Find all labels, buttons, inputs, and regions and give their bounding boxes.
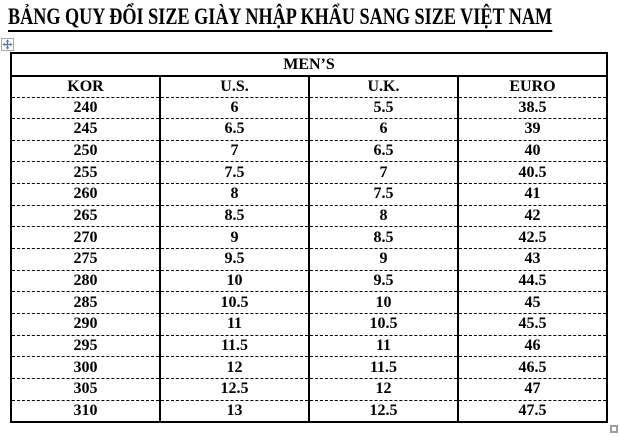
- size-cell: 43: [458, 248, 607, 271]
- size-cell: 42.5: [458, 226, 607, 250]
- size-cell: 12.5: [309, 400, 459, 422]
- size-cell: 7: [309, 161, 459, 185]
- table-row: 280 10 9.5 44.5: [11, 270, 607, 293]
- table-row: 275 9.5 9 43: [11, 248, 607, 271]
- table-row: 270 9 8.5 42.5: [11, 226, 607, 250]
- size-cell: 8: [160, 183, 310, 206]
- group-header-row: MEN’S: [11, 53, 607, 77]
- table-row: 265 8.5 8 42: [11, 205, 607, 228]
- size-cell: 6.5: [160, 118, 310, 141]
- size-cell: 250: [11, 140, 161, 163]
- size-cell: 41: [458, 183, 607, 206]
- size-cell: 275: [11, 248, 161, 271]
- size-cell: 8: [309, 205, 459, 228]
- size-cell: 12: [160, 356, 310, 380]
- size-cell: 305: [11, 378, 161, 401]
- column-header: U.S.: [160, 76, 310, 98]
- size-cell: 280: [11, 270, 161, 293]
- size-cell: 255: [11, 161, 161, 185]
- size-cell: 290: [11, 313, 161, 336]
- size-cell: 285: [11, 291, 161, 315]
- column-header: KOR: [11, 76, 161, 98]
- size-cell: 9: [309, 248, 459, 271]
- size-cell: 39: [458, 118, 607, 141]
- size-cell: 10.5: [160, 291, 310, 315]
- size-cell: 44.5: [458, 270, 607, 293]
- size-cell: 9: [160, 226, 310, 250]
- size-cell: 42: [458, 205, 607, 228]
- table-row: 290 11 10.5 45.5: [11, 313, 607, 336]
- table-row: 250 7 6.5 40: [11, 140, 607, 163]
- size-cell: 9.5: [309, 270, 459, 293]
- table-row: 255 7.5 7 40.5: [11, 161, 607, 185]
- table-row: 245 6.5 6 39: [11, 118, 607, 141]
- size-cell: 7: [160, 140, 310, 163]
- size-cell: 46.5: [458, 356, 607, 380]
- table-row: 305 12.5 12 47: [11, 378, 607, 401]
- size-cell: 7.5: [160, 161, 310, 185]
- table-row: 240 6 5.5 38.5: [11, 97, 607, 120]
- table-resize-handle[interactable]: [610, 425, 618, 433]
- table-row: 285 10.5 10 45: [11, 291, 607, 315]
- table-row: 260 8 7.5 41: [11, 183, 607, 206]
- size-cell: 260: [11, 183, 161, 206]
- page-title: BẢNG QUY ĐỔI SIZE GIÀY NHẬP KHẨU SANG SI…: [8, 4, 553, 33]
- size-cell: 11: [309, 335, 459, 358]
- table-row: 300 12 11.5 46.5: [11, 356, 607, 380]
- size-cell: 38.5: [458, 97, 607, 120]
- size-cell: 295: [11, 335, 161, 358]
- size-cell: 11.5: [160, 335, 310, 358]
- size-cell: 12.5: [160, 378, 310, 401]
- size-cell: 47: [458, 378, 607, 401]
- size-cell: 10: [160, 270, 310, 293]
- size-cell: 46: [458, 335, 607, 358]
- size-cell: 6.5: [309, 140, 459, 163]
- table-move-anchor[interactable]: [1, 38, 14, 51]
- size-cell: 11: [160, 313, 310, 336]
- size-cell: 245: [11, 118, 161, 141]
- size-cell: 10.5: [309, 313, 459, 336]
- size-cell: 6: [160, 97, 310, 120]
- size-cell: 10: [309, 291, 459, 315]
- move-arrows-icon: [2, 39, 13, 50]
- size-conversion-table: MEN’S KOR U.S. U.K. EURO 240 6 5.5 38.5 245 6.5 6…: [10, 52, 608, 423]
- size-cell: 9.5: [160, 248, 310, 271]
- size-cell: 11.5: [309, 356, 459, 380]
- size-cell: 265: [11, 205, 161, 228]
- size-cell: 47.5: [518, 401, 547, 419]
- size-cell: 8.5: [309, 226, 459, 250]
- size-cell: 8.5: [160, 205, 310, 228]
- table-row: 310 13 12.5 47.5: [11, 400, 607, 422]
- table-row: 295 11.5 11 46: [11, 335, 607, 358]
- size-cell: 45: [458, 291, 607, 315]
- size-cell: 7.5: [309, 183, 459, 206]
- column-header: EURO: [458, 76, 607, 98]
- column-header-row: KOR U.S. U.K. EURO: [11, 76, 607, 98]
- table-group-header: MEN’S: [11, 53, 607, 77]
- size-cell: 12: [309, 378, 459, 401]
- column-header: U.K.: [309, 76, 459, 98]
- size-cell: 270: [11, 226, 161, 250]
- size-cell: 40.5: [458, 161, 607, 185]
- size-cell: 310: [11, 400, 161, 422]
- size-cell: 13: [160, 400, 310, 422]
- size-cell: 40: [458, 140, 607, 163]
- size-cell: 45.5: [458, 313, 607, 336]
- size-cell: 300: [11, 356, 161, 380]
- size-cell: 240: [11, 97, 161, 120]
- size-cell: 6: [309, 118, 459, 141]
- size-cell: 5.5: [309, 97, 459, 120]
